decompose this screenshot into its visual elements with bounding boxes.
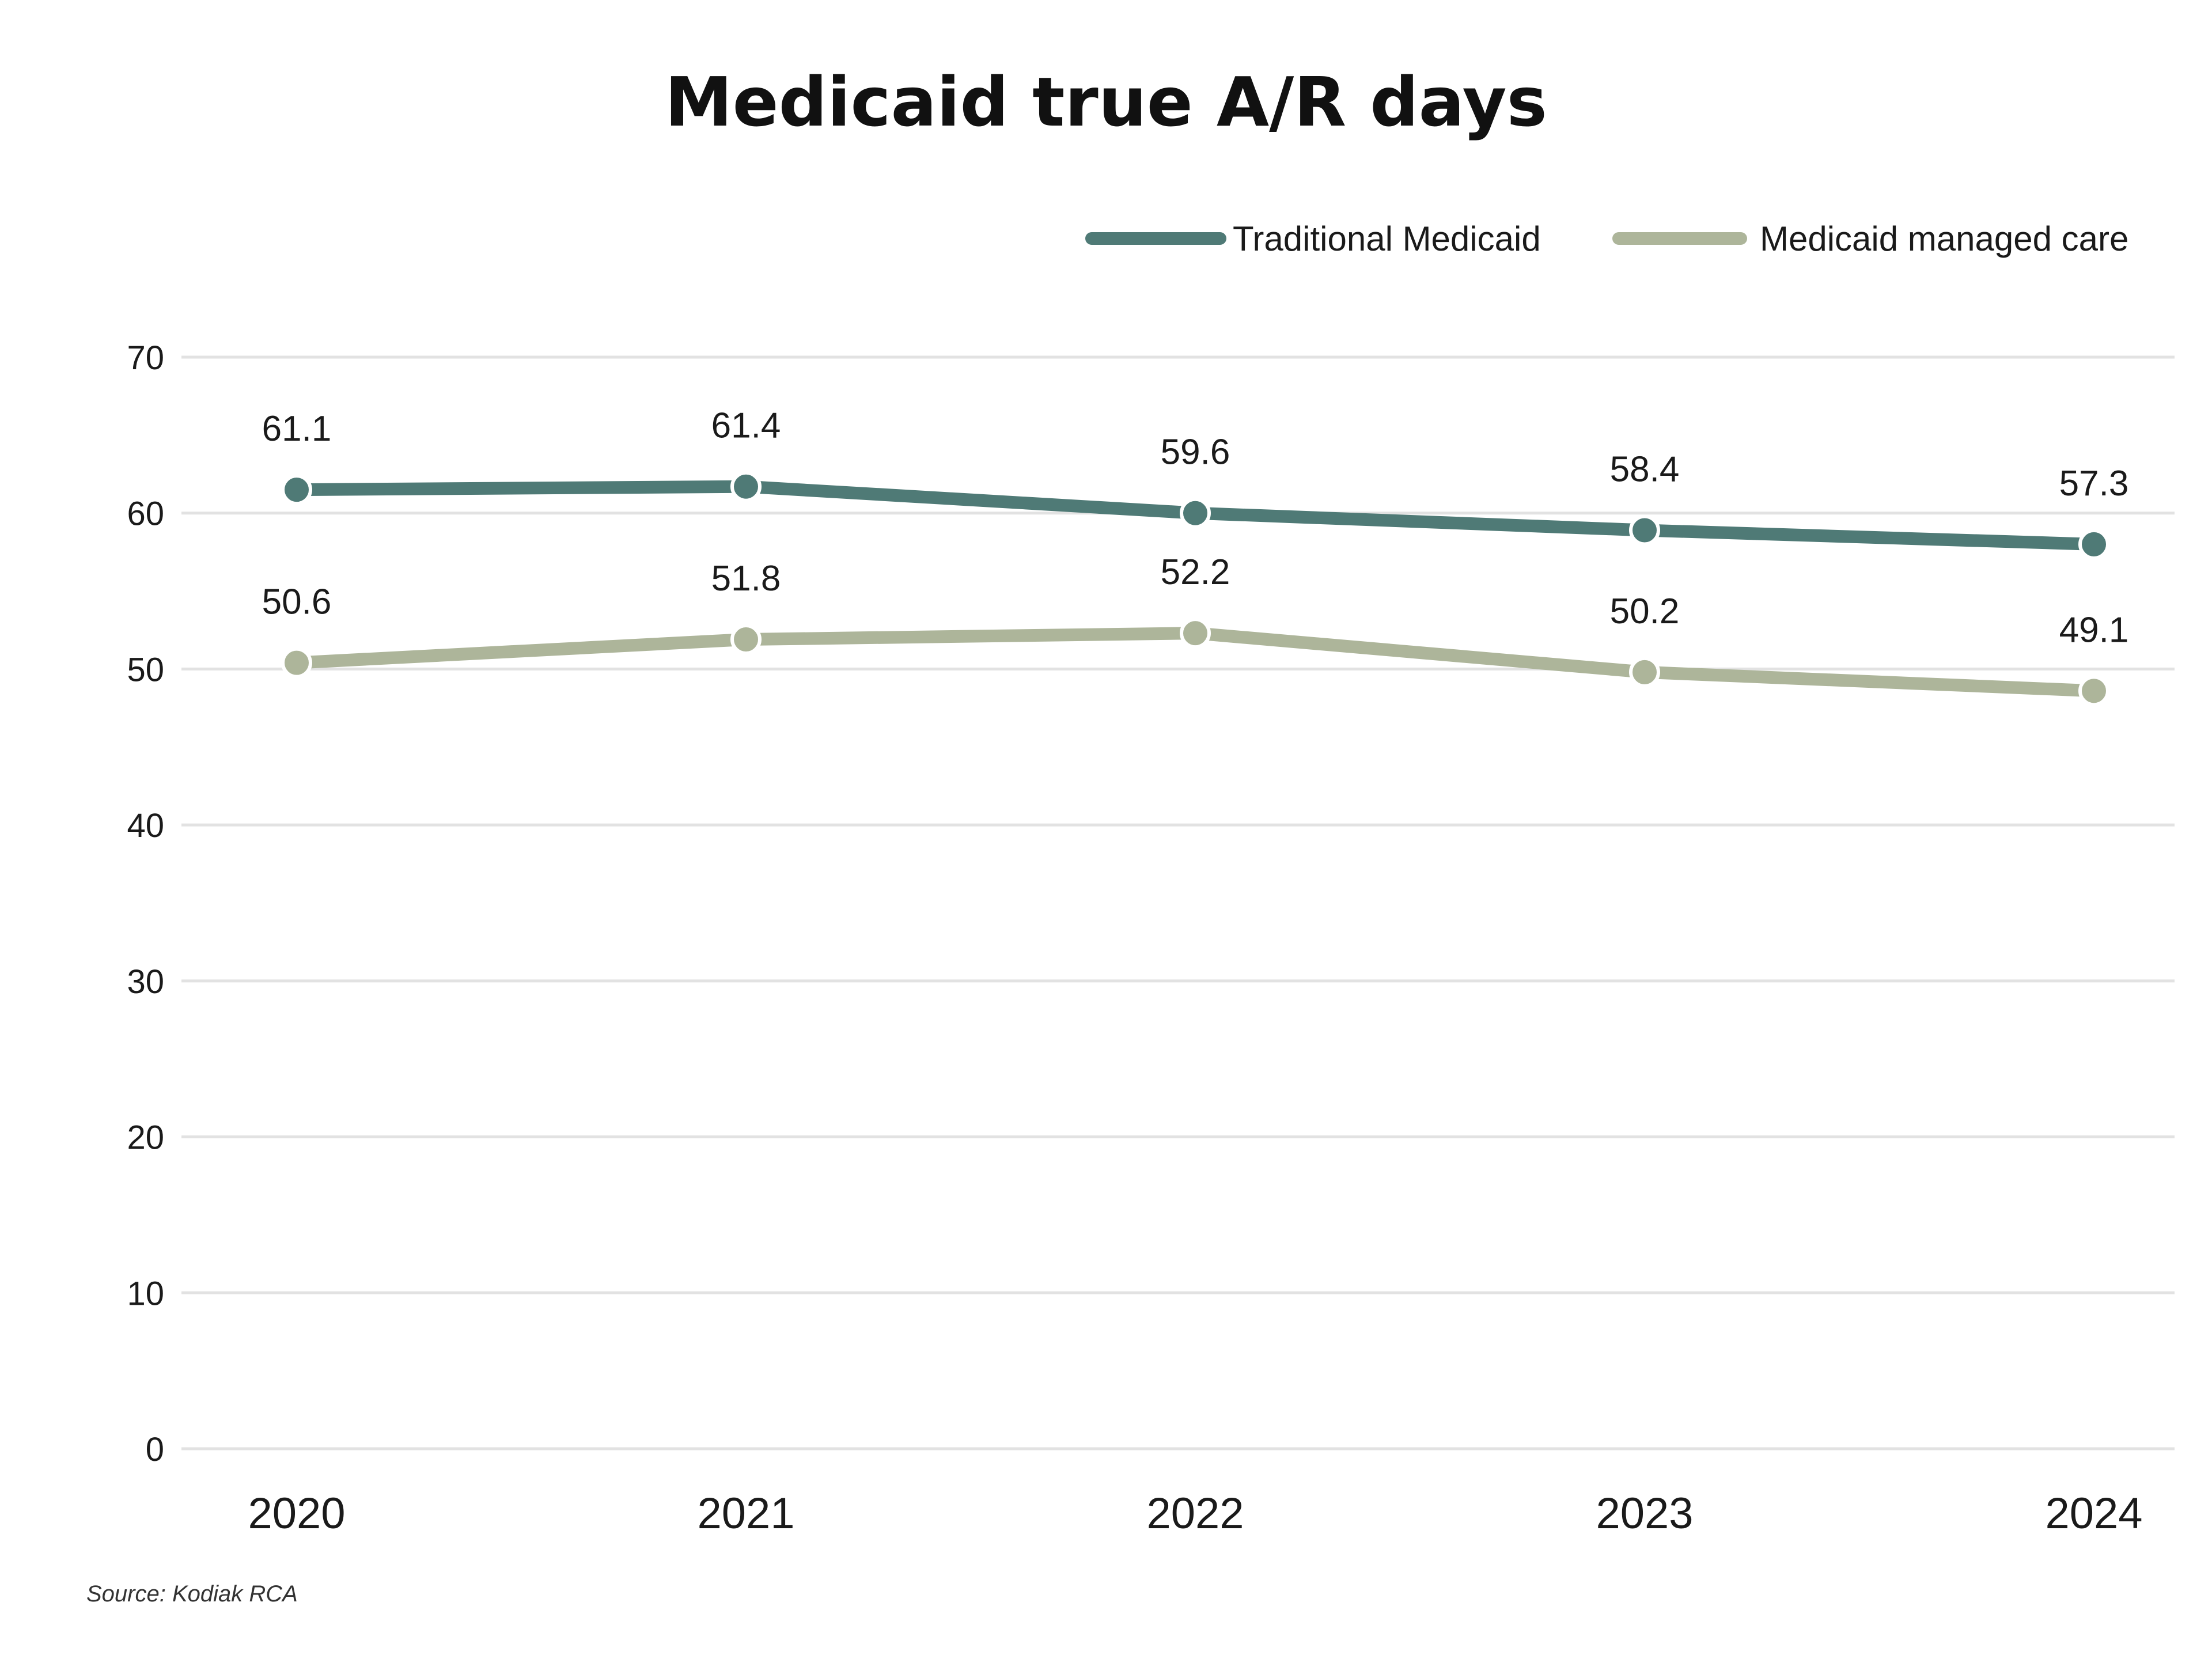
data-label-traditional-medicaid: 59.6	[1161, 433, 1230, 472]
data-label-medicaid-managed-care: 51.8	[711, 559, 781, 599]
legend: Traditional Medicaid Medicaid managed ca…	[1085, 219, 2128, 258]
source-note: Source: Kodiak RCA	[86, 1581, 298, 1607]
data-point-traditional-medicaid	[2078, 528, 2109, 560]
x-tick-label: 2024	[2045, 1489, 2142, 1538]
y-tick-label: 0	[146, 1431, 164, 1468]
x-axis: 2020 2021 2022 2023 2024	[248, 1489, 2142, 1538]
series-layer	[281, 471, 2109, 707]
y-axis: 0 10 20 30 40 50 60 70	[127, 339, 164, 1468]
legend-label-medicaid-managed-care: Medicaid managed care	[1760, 219, 2128, 258]
data-point-medicaid-managed-care	[1629, 656, 1660, 688]
y-tick-label: 60	[127, 495, 164, 533]
data-label-medicaid-managed-care: 50.6	[262, 582, 332, 622]
data-label-traditional-medicaid: 58.4	[1610, 449, 1680, 489]
data-point-traditional-medicaid	[281, 474, 312, 506]
chart-title: Medicaid true A/R days	[665, 62, 1547, 142]
data-point-traditional-medicaid	[1629, 514, 1660, 546]
y-tick-label: 10	[127, 1275, 164, 1312]
data-label-medicaid-managed-care: 49.1	[2059, 610, 2129, 650]
data-point-medicaid-managed-care	[281, 647, 312, 679]
x-tick-label: 2020	[248, 1489, 345, 1538]
y-tick-label: 40	[127, 807, 164, 844]
x-tick-label: 2021	[697, 1489, 794, 1538]
y-tick-label: 70	[127, 339, 164, 377]
x-tick-label: 2023	[1596, 1489, 1693, 1538]
data-label-traditional-medicaid: 61.1	[262, 409, 332, 449]
legend-label-traditional-medicaid: Traditional Medicaid	[1233, 219, 1541, 258]
data-label-medicaid-managed-care: 50.2	[1610, 592, 1680, 631]
data-labels: 61.1 61.4 59.6 58.4 57.3 50.6 51.8 52.2 50.2 49.1	[262, 406, 2129, 650]
x-tick-label: 2022	[1146, 1489, 1244, 1538]
y-tick-label: 30	[127, 963, 164, 1001]
data-point-medicaid-managed-care	[2078, 675, 2109, 707]
data-point-traditional-medicaid	[1180, 497, 1211, 529]
data-point-medicaid-managed-care	[730, 623, 762, 655]
data-label-medicaid-managed-care: 52.2	[1161, 552, 1230, 592]
data-point-traditional-medicaid	[730, 471, 762, 502]
data-label-traditional-medicaid: 57.3	[2059, 464, 2129, 503]
y-tick-label: 20	[127, 1119, 164, 1157]
y-tick-label: 50	[127, 651, 164, 688]
data-point-medicaid-managed-care	[1180, 618, 1211, 649]
data-label-traditional-medicaid: 61.4	[711, 406, 781, 446]
